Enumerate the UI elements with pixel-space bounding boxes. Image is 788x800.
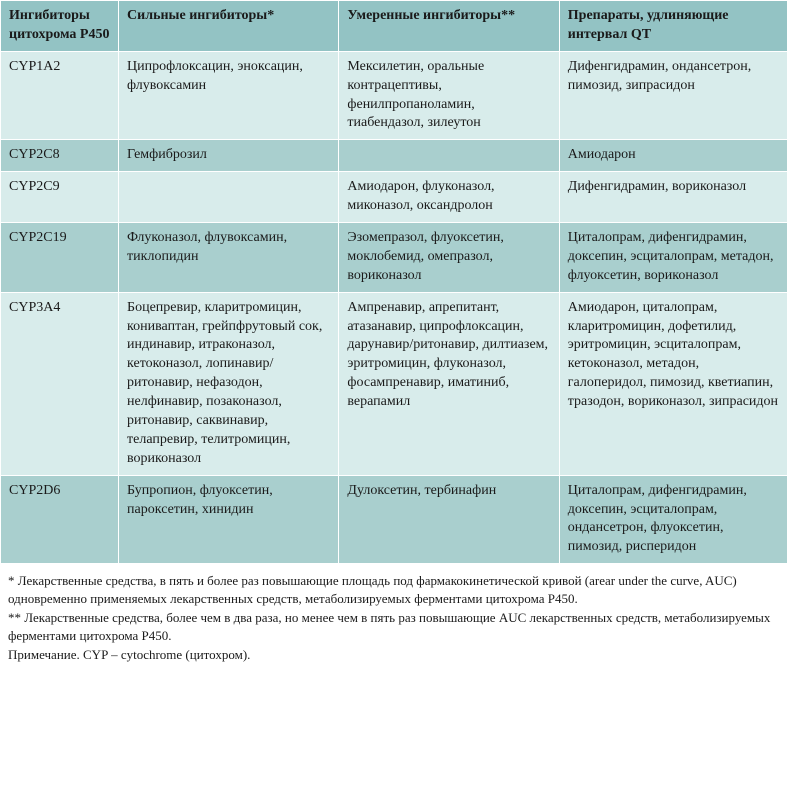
- table-cell: Бупропион, флуоксетин, пароксетин, хинид…: [119, 475, 339, 564]
- table-cell: CYP2C8: [1, 140, 119, 172]
- table-cell: Дифенгидрамин, ондансетрон, пимозид, зип…: [559, 51, 787, 140]
- header-cell-1: Сильные ингибиторы*: [119, 1, 339, 52]
- table-cell: Циталопрам, дифенгидрамин, доксепин, эсц…: [559, 223, 787, 293]
- table-row: CYP2C9 Амиодарон, флуконазол, миконазол, …: [1, 172, 788, 223]
- footnotes: * Лекарственные средства, в пять и более…: [0, 564, 788, 676]
- table-cell: Ципрофлоксацин, эноксацин, флувоксамин: [119, 51, 339, 140]
- table-head: Ингибиторы цитохрома P450 Сильные ингиби…: [1, 1, 788, 52]
- table-cell: CYP1A2: [1, 51, 119, 140]
- table-cell: Амиодарон, флуконазол, миконазол, оксанд…: [339, 172, 559, 223]
- table-row: CYP3A4Боцепревир, кларитромицин, конивап…: [1, 292, 788, 475]
- table-cell: CYP3A4: [1, 292, 119, 475]
- table-cell: Гемфиброзил: [119, 140, 339, 172]
- footnote-line: Примечание. CYP – cytochrome (цитохром).: [8, 646, 780, 664]
- table-row: CYP2D6Бупропион, флуоксетин, пароксетин,…: [1, 475, 788, 564]
- cyp-inhibitors-table: Ингибиторы цитохрома P450 Сильные ингиби…: [0, 0, 788, 564]
- table-row: CYP2C19Флуконазол, флувоксамин, тиклопид…: [1, 223, 788, 293]
- table-cell: Флуконазол, флувоксамин, тиклопидин: [119, 223, 339, 293]
- table-cell: CYP2C19: [1, 223, 119, 293]
- header-row: Ингибиторы цитохрома P450 Сильные ингиби…: [1, 1, 788, 52]
- table-cell: Эзомепразол, флуоксетин, моклобемид, оме…: [339, 223, 559, 293]
- table-cell: Дифенгидрамин, вориконазол: [559, 172, 787, 223]
- table-cell: Ампренавир, апрепитант, атазанавир, ципр…: [339, 292, 559, 475]
- table-cell: Боцепревир, кларитромицин, кониваптан, г…: [119, 292, 339, 475]
- table-row: CYP2C8Гемфиброзил Амиодарон: [1, 140, 788, 172]
- table-cell: CYP2C9: [1, 172, 119, 223]
- footnote-line: ** Лекарственные средства, более чем в д…: [8, 609, 780, 644]
- table-cell: CYP2D6: [1, 475, 119, 564]
- table-cell: Дулоксетин, тербинафин: [339, 475, 559, 564]
- footnote-line: * Лекарственные средства, в пять и более…: [8, 572, 780, 607]
- table-row: CYP1A2Ципрофлоксацин, эноксацин, флувокс…: [1, 51, 788, 140]
- table-cell: [119, 172, 339, 223]
- header-cell-3: Препараты, удлиняющие интервал QT: [559, 1, 787, 52]
- table-cell: Амиодарон: [559, 140, 787, 172]
- table-cell: Амиодарон, циталопрам, кларитромицин, до…: [559, 292, 787, 475]
- table-body: CYP1A2Ципрофлоксацин, эноксацин, флувокс…: [1, 51, 788, 563]
- header-cell-0: Ингибиторы цитохрома P450: [1, 1, 119, 52]
- table-cell: Циталопрам, дифенгидрамин, доксепин, эсц…: [559, 475, 787, 564]
- table-cell: Мексилетин, оральные контрацептивы, фени…: [339, 51, 559, 140]
- table-cell: [339, 140, 559, 172]
- header-cell-2: Умеренные ингибиторы**: [339, 1, 559, 52]
